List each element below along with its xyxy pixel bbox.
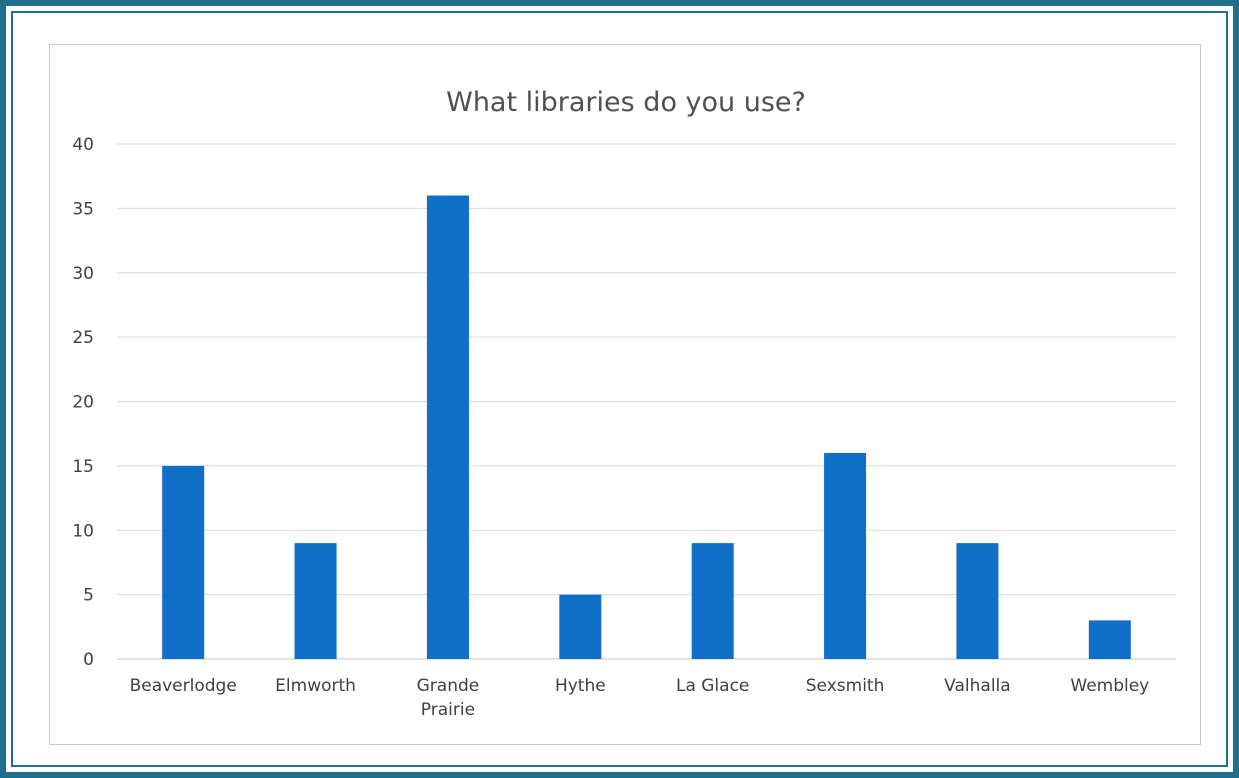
x-tick-label: Beaverlodge	[130, 676, 237, 696]
x-tick-label: La Glace	[676, 676, 749, 696]
x-tick-label: Sexsmith	[806, 676, 885, 696]
y-tick-label: 0	[83, 650, 94, 670]
bar-valhalla	[956, 543, 999, 659]
y-axis-ticks: 0 5 10 15 20 25 30 35 40	[72, 135, 94, 670]
bar-chart: What libraries do you use? 0 5 10 15 20 25 30 3…	[72, 87, 1176, 720]
y-tick-label: 10	[72, 521, 94, 541]
inner-frame-border	[11, 11, 1228, 767]
y-tick-label: 25	[72, 328, 94, 348]
x-tick-label: Elmworth	[275, 676, 356, 696]
bar-sexsmith	[824, 453, 867, 659]
bar-wembley	[1088, 620, 1131, 659]
x-tick-label: Prairie	[421, 700, 475, 720]
gridlines	[117, 143, 1176, 660]
bars	[162, 195, 1131, 659]
y-tick-label: 40	[72, 135, 94, 155]
bar-grande-prairie	[426, 195, 469, 659]
y-tick-label: 30	[72, 264, 94, 284]
chart-area: What libraries do you use? 0 5 10 15 20 25 30 3…	[49, 44, 1201, 745]
x-tick-label: Valhalla	[944, 676, 1011, 696]
bar-hythe	[559, 594, 602, 659]
y-tick-label: 20	[72, 393, 94, 413]
bar-beaverlodge	[162, 465, 205, 659]
x-tick-label: Wembley	[1070, 676, 1149, 696]
bar-la-glace	[691, 543, 734, 659]
bar-elmworth	[294, 543, 337, 659]
x-axis-ticks: Beaverlodge Elmworth Grande Prairie Hythe La …	[130, 676, 1150, 720]
x-tick-label: Hythe	[555, 676, 606, 696]
y-tick-label: 15	[72, 457, 94, 477]
y-tick-label: 35	[72, 199, 94, 219]
x-tick-label: Grande	[417, 676, 480, 696]
chart-title: What libraries do you use?	[446, 87, 806, 118]
y-tick-label: 5	[83, 586, 94, 606]
